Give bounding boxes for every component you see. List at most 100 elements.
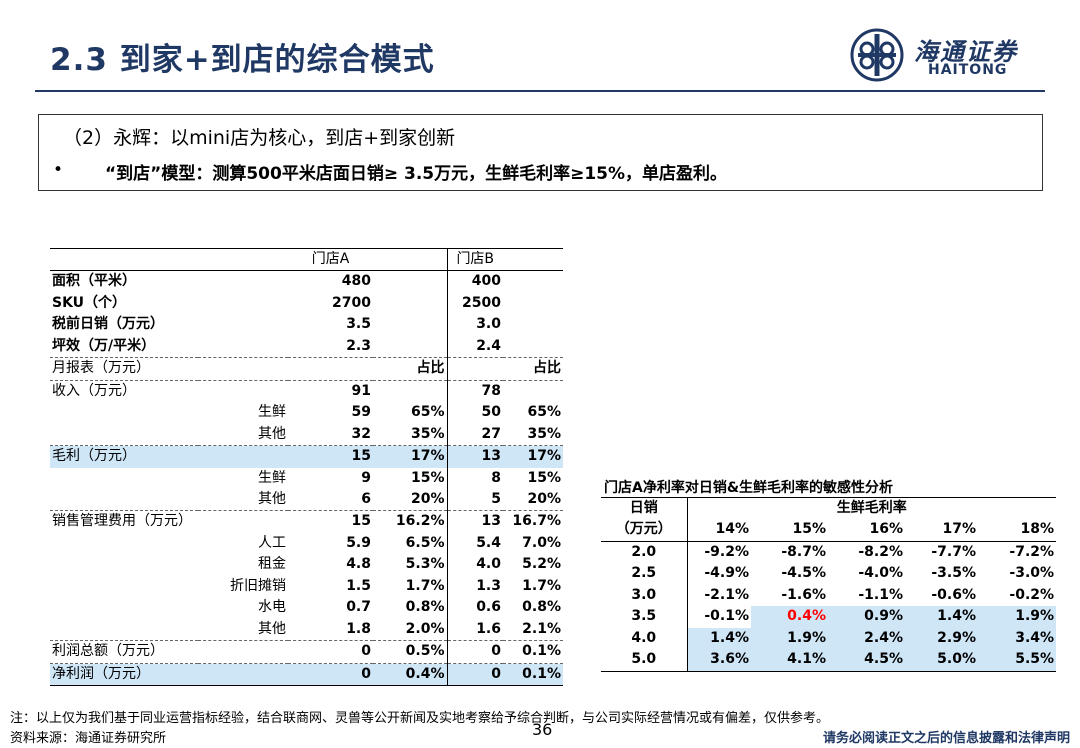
row-label: 2.0 bbox=[631, 543, 657, 560]
table-cell: 1.6 bbox=[446, 618, 503, 641]
table-cell: 0.1% bbox=[503, 663, 563, 686]
table-cell: 1.7% bbox=[522, 577, 561, 594]
sensitivity-cell: -0.6% bbox=[931, 586, 976, 603]
table-cell: 收入（万元） bbox=[52, 382, 136, 399]
table-cell: 16.2% bbox=[395, 513, 445, 530]
sensitivity-row: 2.5 -4.9% -4.5% -4.0% -3.5% -3.0% bbox=[601, 563, 1056, 585]
table-cell bbox=[503, 293, 563, 314]
sensitivity-row: 5.0 3.6% 4.1% 4.5% 5.0% 5.5% bbox=[601, 649, 1057, 672]
table-cell: 50 bbox=[446, 402, 503, 424]
table-row: SKU（个） 2700 2500 bbox=[50, 292, 563, 315]
bullet-marker: • bbox=[53, 160, 64, 180]
table-header-row: 门店A 门店B bbox=[50, 248, 563, 271]
table-cell: 水电 bbox=[258, 599, 286, 616]
sensitivity-cell: 5.5% bbox=[978, 649, 1057, 672]
table-cell: 0 bbox=[361, 643, 371, 660]
table-row: 收入（万元） 91 78 bbox=[50, 380, 563, 403]
table-cell bbox=[198, 293, 288, 314]
table-cell: 15 bbox=[288, 445, 373, 468]
table-row: 生鲜 9 15% 8 15% bbox=[50, 467, 563, 489]
table-cell: 面积（平米） bbox=[52, 273, 136, 290]
table-cell: 6.5% bbox=[405, 534, 445, 551]
table-cell: 20% bbox=[527, 490, 561, 507]
header-cell bbox=[50, 249, 198, 271]
table-cell bbox=[373, 271, 447, 293]
table-cell: 其他 bbox=[258, 425, 286, 442]
sensitivity-column-row: （万元） 14% 15% 16% 17% 18% bbox=[601, 519, 1057, 542]
sensitivity-cell: -4.5% bbox=[781, 565, 826, 582]
store-pnl-table: 门店A 门店B 面积（平米） 480 400 SKU（个） 2700 2500 税前日销（万元）… bbox=[50, 248, 563, 686]
disclaimer: 请务必阅读正文之后的信息披露和法律声明 bbox=[822, 731, 1070, 746]
sensitivity-row: 3.5 -0.1% 0.4% 0.9% 1.4% 1.9% bbox=[601, 606, 1057, 628]
column-header: 14% bbox=[686, 519, 751, 542]
sensitivity-cell: -0.1% bbox=[686, 606, 751, 628]
column-header: 15% bbox=[792, 521, 826, 538]
table-cell bbox=[50, 619, 198, 641]
table-cell: 27 bbox=[446, 423, 503, 446]
sensitivity-cell: 5.0% bbox=[905, 649, 978, 672]
table-cell: 5 bbox=[446, 488, 503, 511]
header-cell bbox=[503, 249, 563, 271]
sensitivity-cell: -1.1% bbox=[858, 586, 903, 603]
sensitivity-cell: -7.2% bbox=[1009, 543, 1055, 560]
sensitivity-cell: -8.2% bbox=[858, 543, 903, 560]
table-cell: 0 bbox=[446, 663, 503, 686]
table-cell: 0.1% bbox=[522, 643, 561, 660]
table-cell: 1.3 bbox=[446, 575, 503, 598]
sensitivity-row: 3.0 -2.1% -1.6% -1.1% -0.6% -0.2% bbox=[601, 584, 1056, 607]
column-header: 16% bbox=[869, 521, 903, 538]
table-cell: 2.0% bbox=[405, 620, 445, 637]
table-cell: 0.7 bbox=[346, 599, 371, 616]
sensitivity-cell: -1.6% bbox=[781, 586, 826, 603]
table-cell: 400 bbox=[446, 270, 503, 293]
logo-chinese-text: 海通证券 bbox=[914, 38, 1018, 66]
table-cell: 65% bbox=[527, 404, 561, 421]
table-cell bbox=[503, 271, 563, 293]
table-cell: 1.8 bbox=[346, 620, 371, 637]
summary-bullet-text: “到店”模型：测算500平米店面日销≥ 3.5万元，生鲜毛利率≥15%，单店盈利… bbox=[105, 164, 728, 184]
sensitivity-table-title: 门店A净利率对日销&生鲜毛利率的敏感性分析 bbox=[604, 480, 894, 496]
table-cell: 2.4 bbox=[446, 335, 503, 358]
column-header: 17% bbox=[942, 521, 976, 538]
sensitivity-cell: -4.0% bbox=[858, 565, 903, 582]
table-cell: 0.4% bbox=[373, 663, 447, 686]
table-cell: 2500 bbox=[446, 292, 503, 315]
table-row: 折旧摊销 1.5 1.7% 1.3 1.7% bbox=[50, 575, 563, 598]
row-label: 2.5 bbox=[631, 565, 657, 582]
table-cell: 13 bbox=[446, 510, 503, 533]
sensitivity-cell: -3.5% bbox=[931, 565, 976, 582]
table-cell: 生鲜 bbox=[258, 469, 286, 486]
sensitivity-cell: 2.9% bbox=[905, 627, 978, 650]
source-note: 资料来源：海通证券研究所 bbox=[10, 731, 167, 746]
table-cell: 35% bbox=[410, 425, 445, 442]
logo-english-text: HAITONG bbox=[928, 62, 1008, 78]
haitong-logo: 海通证券 HAITONG bbox=[850, 28, 1050, 84]
sensitivity-cell: -0.2% bbox=[1009, 586, 1055, 603]
row-label: 3.5 bbox=[631, 608, 657, 625]
table-cell: 16.7% bbox=[512, 513, 561, 530]
table-cell bbox=[198, 641, 288, 663]
table-cell: 20% bbox=[410, 490, 445, 507]
table-cell: 0 bbox=[288, 663, 373, 686]
table-cell: 4.8 bbox=[346, 556, 371, 573]
table-cell: SKU（个） bbox=[52, 294, 127, 311]
table-cell bbox=[373, 336, 447, 358]
table-cell: 生鲜 bbox=[258, 404, 286, 421]
table-cell bbox=[373, 380, 447, 402]
sensitivity-cell: 1.9% bbox=[751, 627, 828, 650]
table-cell: 15% bbox=[410, 469, 445, 486]
table-cell: 其他 bbox=[258, 490, 286, 507]
sensitivity-cell: 3.4% bbox=[978, 627, 1057, 650]
table-cell: 7.0% bbox=[522, 534, 561, 551]
column-group-label: 生鲜毛利率 bbox=[686, 497, 1057, 520]
table-row: 水电 0.7 0.8% 0.6 0.8% bbox=[50, 597, 563, 619]
table-cell bbox=[50, 424, 198, 446]
sensitivity-cell: -3.0% bbox=[1009, 565, 1055, 582]
table-row: 净利润（万元） 0 0.4% 0 0.1% bbox=[50, 663, 563, 686]
page-number: 36 bbox=[532, 720, 553, 739]
table-cell: 91 bbox=[351, 382, 371, 399]
row-label: 5.0 bbox=[631, 651, 657, 668]
table-cell: 销售管理费用（万元） bbox=[52, 513, 192, 530]
table-cell: 17% bbox=[373, 445, 447, 468]
table-cell: 59 bbox=[351, 404, 371, 421]
